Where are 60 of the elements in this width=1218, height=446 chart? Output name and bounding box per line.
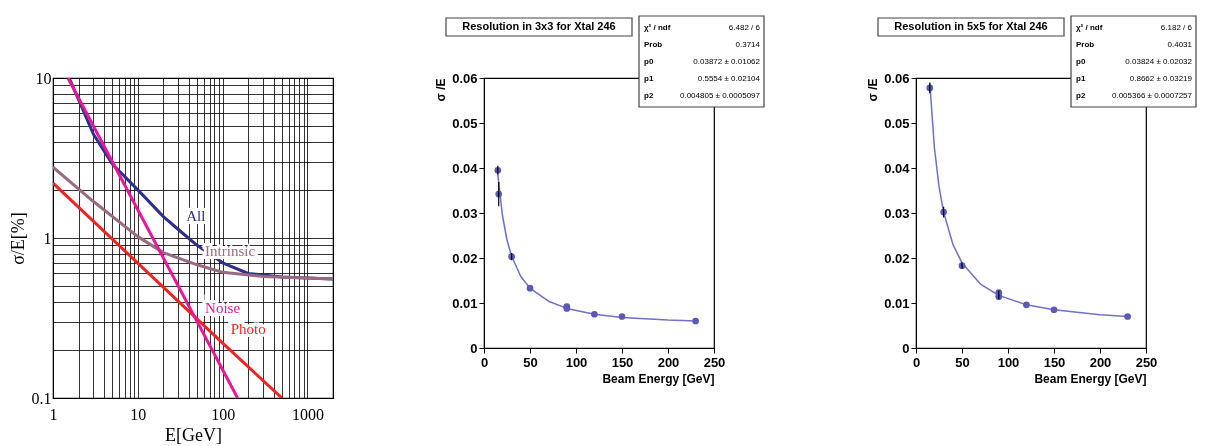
text: p0: [644, 57, 654, 66]
y-tick-label: 0.05: [452, 115, 478, 131]
y-tick-label: 0.04: [452, 160, 479, 176]
x-tick-label: 250: [1135, 354, 1158, 370]
text: 6.182 / 6: [1160, 23, 1193, 32]
x-tick-label: 200: [1089, 354, 1112, 370]
y-tick-label: 0.03: [884, 205, 910, 221]
y-axis-title: σ /E: [866, 78, 881, 102]
annotation: p2: [1076, 91, 1086, 100]
text: Prob: [644, 40, 663, 49]
x-tick-label: 100: [565, 354, 588, 370]
y-tick-label: 0.04: [884, 160, 911, 176]
x-tick-label: 100: [997, 354, 1020, 370]
text: Prob: [1076, 40, 1095, 49]
text: 0.4031: [1167, 40, 1193, 49]
chart-title: Resolution in 5x5 for Xtal 246: [894, 20, 1048, 32]
x-tick-label: 150: [1043, 354, 1066, 370]
x-tick-label: 0: [480, 354, 489, 370]
x-tick-label: 1000: [291, 405, 324, 423]
annotation: p2: [644, 91, 654, 100]
x-tick-label: 100: [211, 405, 236, 423]
y-tick-label: 0: [902, 340, 910, 356]
x-tick-label: 150: [611, 354, 634, 370]
y-tick-label: 10: [35, 69, 52, 87]
y-tick-label: 0.06: [452, 70, 478, 86]
y-axis-title: σ /E: [434, 78, 449, 102]
y-tick-label: 0.03: [452, 205, 478, 221]
y-tick-label: 0.01: [884, 295, 910, 311]
y-tick-label: 0.01: [452, 295, 478, 311]
text: 0.3714: [735, 40, 761, 49]
annotation: 0.5554 ± 0.02104: [697, 74, 761, 83]
annotation: 0.005366 ± 0.0007257: [1111, 91, 1193, 100]
x-tick-label: 200: [657, 354, 680, 370]
x-tick-label: 250: [703, 354, 726, 370]
annotation: p1: [644, 74, 654, 83]
y-tick-label: 0: [470, 340, 478, 356]
y-tick-label: 0.02: [884, 250, 910, 266]
y-tick-label: 0.02: [452, 250, 478, 266]
y-tick-label: 0.05: [884, 115, 910, 131]
text: 6.482 / 6: [728, 23, 761, 32]
text: p0: [1076, 57, 1086, 66]
text: χ² / ndf: [644, 23, 671, 32]
y-tick-label: 0.06: [884, 70, 910, 86]
x-tick-label: 10: [130, 405, 147, 423]
text: 0.03872 ± 0.01062: [693, 57, 761, 66]
annotation: 0.004805 ± 0.0005097: [679, 91, 761, 100]
text: χ² / ndf: [1076, 23, 1103, 32]
x-tick-label: 50: [955, 354, 970, 370]
x-tick-label: 50: [523, 354, 538, 370]
text: 0.03824 ± 0.02032: [1125, 57, 1193, 66]
x-tick-label: 0: [912, 354, 921, 370]
y-axis-title: σ/E[%]: [7, 212, 28, 265]
y-tick-label: 1: [43, 229, 52, 247]
x-axis-title: Beam Energy [GeV]: [602, 371, 715, 386]
annotation: 0.8662 ± 0.03219: [1129, 74, 1193, 83]
chart-title: Resolution in 3x3 for Xtal 246: [462, 20, 616, 32]
annotation: p1: [1076, 74, 1086, 83]
x-axis-title: Beam Energy [GeV]: [1034, 371, 1147, 386]
x-axis-title: E[GeV]: [165, 424, 222, 445]
y-tick-label: 0.1: [31, 389, 52, 407]
